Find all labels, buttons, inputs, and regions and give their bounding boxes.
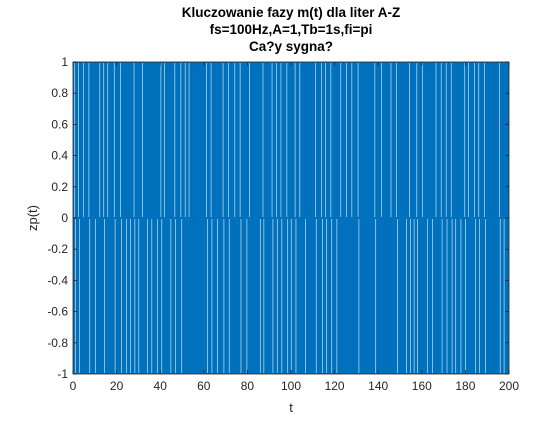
- y-tick-label: -0.4: [47, 273, 68, 287]
- y-tick-label: 0.6: [51, 117, 68, 131]
- chart-title-line-2: fs=100Hz,A=1,Tb=1s,fi=pi: [210, 22, 373, 37]
- x-tick-label: 120: [325, 379, 345, 393]
- signal-series: [73, 62, 509, 374]
- y-tick-label: 1: [61, 55, 68, 69]
- x-tick-label: 160: [412, 379, 432, 393]
- x-tick-label: 40: [154, 379, 168, 393]
- x-tick-label: 0: [70, 379, 77, 393]
- y-tick-label: -0.2: [47, 242, 68, 256]
- y-tick-label: -1: [57, 367, 68, 381]
- x-tick-label: 100: [281, 379, 301, 393]
- x-tick-label: 80: [241, 379, 255, 393]
- x-tick-label: 200: [499, 379, 519, 393]
- y-tick-label: -0.8: [47, 336, 68, 350]
- x-axis-label: t: [289, 400, 293, 415]
- y-tick-label: 0.4: [51, 149, 68, 163]
- y-tick-label: 0.8: [51, 86, 68, 100]
- y-axis-label: zp(t): [25, 205, 40, 231]
- x-tick-label: 140: [368, 379, 388, 393]
- x-tick-label: 180: [455, 379, 475, 393]
- y-tick-label: 0.2: [51, 180, 68, 194]
- chart-title-line-3: Ca?y sygna?: [249, 39, 333, 54]
- x-tick-label: 20: [110, 379, 124, 393]
- chart-title-line-1: Kluczowanie fazy m(t) dla liter A-Z: [182, 5, 401, 20]
- x-tick-label: 60: [197, 379, 211, 393]
- y-tick-label: -0.6: [47, 305, 68, 319]
- y-tick-label: 0: [61, 211, 68, 225]
